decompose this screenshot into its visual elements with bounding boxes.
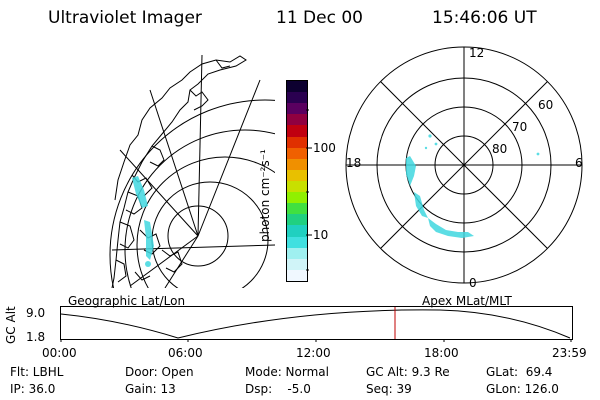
info-gain: Gain: 13 (125, 382, 176, 396)
info-mode: Mode: Normal (245, 365, 329, 379)
timeline-xtick-2: 12:00 (296, 346, 331, 360)
info-gc-alt: GC Alt: 9.3 Re (366, 365, 450, 379)
timeline-plot (60, 306, 573, 342)
info-door: Door: Open (125, 365, 194, 379)
timeline-xtick-0: 00:00 (42, 346, 77, 360)
colorbar-segment (287, 114, 307, 126)
colorbar-segment (287, 81, 307, 93)
colorbar-segment (287, 169, 307, 181)
info-seq: Seq: 39 (366, 382, 412, 396)
info-ip: IP: 36.0 (10, 382, 56, 396)
timeline-xtick-1: 06:00 (168, 346, 203, 360)
app-title: Ultraviolet Imager (48, 8, 202, 28)
polar-map (345, 46, 583, 284)
colorbar-tick-10: 10 (313, 228, 329, 242)
mlt-label-6: 6 (575, 156, 583, 170)
mlat-label-80: 80 (492, 142, 508, 156)
colorbar-segment (287, 192, 307, 204)
colorbar-tick-100: 100 (313, 141, 336, 155)
geographic-map (109, 54, 275, 288)
aurora-emission (132, 176, 154, 267)
colorbar-segment (287, 203, 307, 215)
timeline-ytick-9: 9.0 (26, 306, 46, 320)
colorbar-segment (287, 225, 307, 237)
timeline-ylabel: GC Alt (4, 306, 18, 344)
colorbar-segment (287, 125, 307, 137)
colorbar-segment (287, 103, 307, 115)
mlt-label-0: 0 (469, 276, 477, 290)
info-glat: GLat: 69.4 (486, 365, 553, 379)
colorbar-segment (287, 258, 307, 270)
colorbar-label: photon cm⁻²s⁻¹ (258, 149, 272, 242)
colorbar (286, 80, 308, 282)
mlat-label-60: 60 (538, 98, 554, 112)
aurora-oval (406, 134, 540, 238)
colorbar-segment (287, 147, 307, 159)
time-label: 15:46:06 UT (432, 8, 537, 28)
colorbar-segment (287, 158, 307, 170)
info-filter: Flt: LBHL (10, 365, 64, 379)
colorbar-segment (287, 236, 307, 248)
colorbar-ticks (306, 109, 312, 271)
colorbar-segment (287, 180, 307, 193)
colorbar-segment (287, 92, 307, 104)
mlat-label-70: 70 (512, 120, 528, 134)
timeline-xtick-4: 23:59 (552, 346, 587, 360)
timeline-ytick-1.8: 1.8 (26, 330, 46, 344)
info-dsp: Dsp: -5.0 (245, 382, 311, 396)
mlt-label-12: 12 (469, 46, 485, 60)
mlt-label-18: 18 (346, 156, 362, 170)
timeline-xtick-3: 18:00 (424, 346, 459, 360)
polar-map-title: Apex MLat/MLT (422, 294, 512, 308)
colorbar-segment (287, 136, 307, 148)
colorbar-segment (287, 247, 307, 259)
colorbar-segment (287, 269, 307, 281)
colorbar-segment (287, 214, 307, 226)
date-label: 11 Dec 00 (276, 8, 363, 28)
info-glon: GLon: 126.0 (486, 382, 559, 396)
geographic-map-title: Geographic Lat/Lon (68, 294, 186, 308)
